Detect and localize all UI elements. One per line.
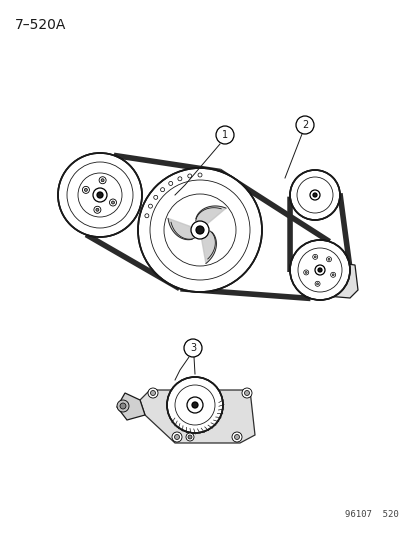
Circle shape — [169, 181, 172, 185]
Circle shape — [313, 256, 316, 258]
Circle shape — [295, 116, 313, 134]
Circle shape — [289, 240, 349, 300]
Polygon shape — [314, 260, 357, 298]
Text: 96107  520: 96107 520 — [344, 510, 398, 519]
Text: 7–520A: 7–520A — [15, 18, 66, 32]
Circle shape — [195, 226, 204, 234]
Circle shape — [185, 433, 194, 441]
Circle shape — [317, 268, 321, 272]
Polygon shape — [199, 230, 216, 263]
Circle shape — [188, 435, 192, 439]
Polygon shape — [168, 219, 199, 240]
Polygon shape — [117, 393, 145, 420]
Circle shape — [101, 179, 104, 182]
Circle shape — [242, 388, 252, 398]
Circle shape — [183, 339, 202, 357]
Circle shape — [111, 201, 114, 204]
Circle shape — [234, 434, 239, 440]
Circle shape — [147, 388, 158, 398]
Circle shape — [216, 126, 233, 144]
Circle shape — [148, 204, 152, 208]
Circle shape — [171, 432, 182, 442]
Circle shape — [150, 391, 155, 395]
Circle shape — [331, 274, 333, 276]
Circle shape — [145, 214, 149, 218]
Circle shape — [94, 206, 101, 213]
Text: 1: 1 — [221, 130, 228, 140]
Polygon shape — [140, 390, 254, 443]
Circle shape — [330, 272, 335, 277]
Circle shape — [178, 177, 181, 181]
Circle shape — [96, 208, 99, 211]
Circle shape — [97, 192, 103, 198]
Circle shape — [138, 168, 261, 292]
Circle shape — [326, 257, 331, 262]
Circle shape — [188, 174, 191, 178]
Text: 2: 2 — [301, 120, 307, 130]
Circle shape — [99, 177, 106, 184]
Circle shape — [93, 188, 107, 202]
Text: 3: 3 — [190, 343, 196, 353]
Circle shape — [109, 199, 116, 206]
Circle shape — [244, 391, 249, 395]
Circle shape — [314, 281, 319, 286]
Circle shape — [303, 270, 308, 275]
Circle shape — [120, 403, 126, 409]
Circle shape — [231, 432, 242, 442]
Circle shape — [166, 377, 223, 433]
Polygon shape — [195, 206, 225, 230]
Circle shape — [197, 173, 202, 177]
Circle shape — [58, 153, 142, 237]
Circle shape — [117, 400, 129, 412]
Circle shape — [190, 221, 209, 239]
Circle shape — [153, 195, 157, 199]
Circle shape — [327, 259, 329, 260]
Circle shape — [289, 170, 339, 220]
Circle shape — [187, 397, 202, 413]
Circle shape — [82, 187, 89, 193]
Circle shape — [160, 188, 164, 192]
Circle shape — [174, 434, 179, 440]
Circle shape — [84, 188, 87, 191]
Circle shape — [309, 190, 319, 200]
Circle shape — [304, 271, 306, 273]
Circle shape — [316, 283, 318, 285]
Circle shape — [312, 254, 317, 260]
Circle shape — [314, 265, 324, 275]
Circle shape — [312, 193, 316, 197]
Circle shape — [192, 402, 197, 408]
